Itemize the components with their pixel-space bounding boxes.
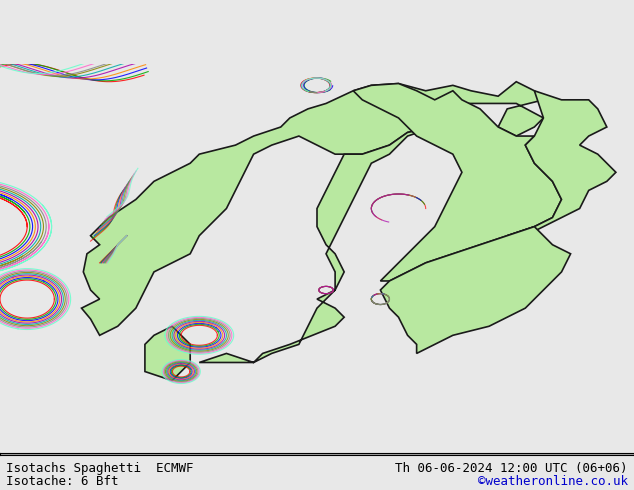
Polygon shape xyxy=(353,83,562,281)
Text: Th 06-06-2024 12:00 UTC (06+06): Th 06-06-2024 12:00 UTC (06+06) xyxy=(395,463,628,475)
Polygon shape xyxy=(507,91,616,236)
Polygon shape xyxy=(380,226,571,353)
Polygon shape xyxy=(199,103,453,363)
Polygon shape xyxy=(82,82,543,335)
Polygon shape xyxy=(145,326,190,381)
Text: Isotachs Spaghetti  ECMWF: Isotachs Spaghetti ECMWF xyxy=(6,463,194,475)
Text: Isotache: 6 Bft: Isotache: 6 Bft xyxy=(6,475,119,488)
Text: ©weatheronline.co.uk: ©weatheronline.co.uk xyxy=(477,475,628,488)
